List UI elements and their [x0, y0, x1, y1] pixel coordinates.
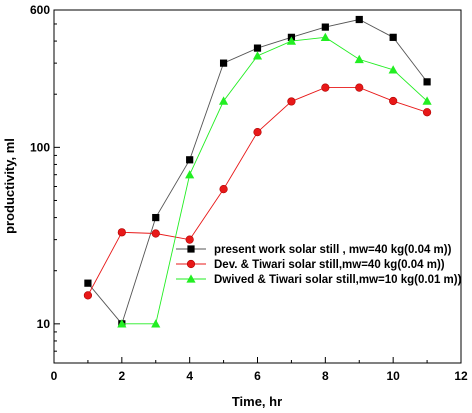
series-3 [117, 32, 432, 328]
x-tick-label: 4 [186, 369, 193, 383]
data-point [185, 235, 194, 244]
data-point [286, 36, 297, 45]
x-tick-label: 6 [254, 369, 261, 383]
data-point [252, 51, 263, 60]
plot-frame [53, 9, 462, 364]
legend-item: Dev. & Tiwari solar still,mw=40 kg(0.04 … [176, 259, 445, 271]
data-point [422, 108, 432, 117]
series-line [121, 36, 428, 325]
data-point [354, 54, 364, 64]
data-point [422, 96, 432, 105]
y-tick-label: 600 [30, 3, 50, 17]
axis-ticks: 0 2 4 6 8 10 12 10 100 600 [30, 3, 468, 383]
legend-label: Dev. & Tiwari solar still,mw=40 kg(0.04 … [214, 259, 445, 271]
x-axis-title: Time, hr [232, 394, 282, 409]
x-tick-label: 12 [454, 369, 468, 383]
legend-item: present work solar still , mw=40 kg(0.04… [176, 244, 452, 256]
data-point [186, 156, 194, 164]
legend-label: Dwived & Tiwari solar still,mw=10 kg(0.0… [214, 274, 462, 286]
x-tick-label: 8 [322, 369, 329, 383]
y-axis-title: productivity, ml [2, 138, 17, 234]
data-point [117, 319, 127, 328]
x-tick-label: 2 [118, 369, 125, 383]
data-point [151, 229, 160, 238]
legend-label: present work solar still , mw=40 kg(0.04… [214, 244, 452, 256]
x-tick-label: 0 [51, 369, 58, 383]
data-point [152, 213, 160, 222]
data-point [219, 184, 228, 194]
data-point [117, 228, 126, 237]
data-point [185, 170, 195, 179]
data-point [218, 96, 229, 105]
legend-marker [186, 274, 196, 283]
data-point [389, 33, 397, 41]
x-tick-label: 10 [386, 369, 400, 383]
data-point [253, 128, 262, 137]
data-point [355, 15, 363, 24]
data-point [321, 83, 330, 92]
y-tick-label: 10 [37, 317, 51, 331]
data-point [321, 23, 329, 31]
data-point [388, 65, 398, 74]
data-point [389, 96, 398, 106]
series-layer [83, 15, 432, 328]
data-point [84, 279, 92, 287]
data-point [320, 32, 330, 42]
data-point [83, 291, 93, 300]
legend-marker [187, 245, 195, 253]
data-point [287, 97, 296, 106]
legend: present work solar still , mw=40 kg(0.04… [176, 244, 462, 286]
data-point [219, 59, 228, 67]
data-point [253, 44, 262, 52]
legend-marker [186, 259, 196, 269]
data-point [151, 319, 161, 328]
data-point [423, 78, 431, 86]
legend-item: Dwived & Tiwari solar still,mw=10 kg(0.0… [176, 274, 462, 286]
y-tick-label: 100 [30, 140, 50, 154]
series-2 [83, 83, 432, 300]
data-point [355, 83, 364, 92]
